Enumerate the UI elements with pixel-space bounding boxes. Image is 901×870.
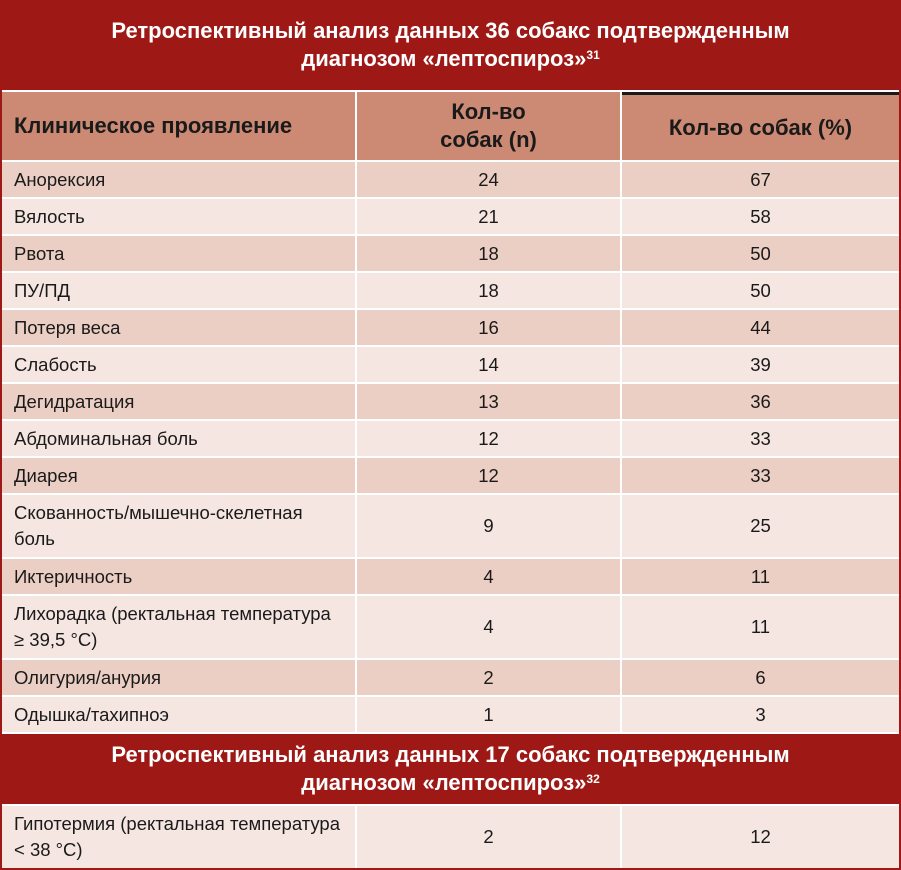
table-row: Гипотермия (ректальная температура < 38 … [2, 804, 899, 868]
percent-cell: 39 [750, 353, 771, 375]
clinical-sign-cell: Слабость [2, 347, 357, 382]
clinical-sign-cell: Иктеричность [2, 559, 357, 594]
count-cell: 24 [357, 162, 622, 197]
count-cell: 12 [357, 421, 622, 456]
percent-cell: 6 [755, 666, 766, 688]
table-row: Вялость 21 58 [2, 197, 899, 234]
table-row: Дегидратация 13 36 [2, 382, 899, 419]
percent-cell: 11 [750, 565, 771, 587]
section-1-reference: 31 [586, 48, 600, 62]
table-row: Иктеричность 4 11 [2, 557, 899, 594]
section-1-title: Ретроспективный анализ данных 36 собакс … [2, 0, 899, 90]
percent-cell: 25 [750, 515, 771, 536]
count-cell: 13 [357, 384, 622, 419]
table-row: Абдоминальная боль 12 33 [2, 419, 899, 456]
table-row: ПУ/ПД 18 50 [2, 271, 899, 308]
percent-cell: 58 [750, 205, 771, 227]
clinical-sign-cell: Диарея [2, 458, 357, 493]
clinical-sign-cell: Лихорадка (ректальная температура ≥ 39,5… [2, 596, 357, 658]
table-row: Рвота 18 50 [2, 234, 899, 271]
percent-cell: 50 [750, 242, 771, 264]
percent-cell: 44 [750, 316, 771, 338]
section-2-title: Ретроспективный анализ данных 17 собакс … [2, 732, 899, 804]
percent-cell: 36 [750, 390, 771, 412]
percent-cell: 3 [755, 703, 766, 725]
percent-cell: 67 [750, 168, 771, 190]
count-cell: 4 [357, 559, 622, 594]
percent-cell: 33 [750, 427, 771, 449]
count-cell: 1 [357, 697, 622, 732]
clinical-sign-cell: Абдоминальная боль [2, 421, 357, 456]
clinical-sign-cell: Вялость [2, 199, 357, 234]
count-cell: 12 [357, 458, 622, 493]
count-cell: 9 [357, 495, 622, 557]
clinical-sign-cell: Одышка/тахипноэ [2, 697, 357, 732]
table-row: Скованность/мышечно-скелетная боль 9 25 [2, 493, 899, 557]
section-2-reference: 32 [586, 772, 600, 786]
table-row: Лихорадка (ректальная температура ≥ 39,5… [2, 594, 899, 658]
count-cell: 21 [357, 199, 622, 234]
clinical-sign-cell: ПУ/ПД [2, 273, 357, 308]
count-cell: 4 [357, 596, 622, 658]
clinical-sign-cell: Дегидратация [2, 384, 357, 419]
header-percent: Кол-во собак (%) [622, 92, 899, 160]
clinical-sign-cell: Рвота [2, 236, 357, 271]
count-cell: 16 [357, 310, 622, 345]
clinical-sign-cell: Скованность/мышечно-скелетная боль [2, 495, 357, 557]
table-row: Слабость 14 39 [2, 345, 899, 382]
header-clinical-sign: Клиническое проявление [2, 92, 357, 160]
clinical-sign-cell: Олигурия/анурия [2, 660, 357, 695]
table-row: Диарея 12 33 [2, 456, 899, 493]
header-count: Кол-во собак (n) [357, 92, 622, 160]
percent-cell: 50 [750, 279, 771, 301]
clinical-sign-cell: Потеря веса [2, 310, 357, 345]
table-row: Потеря веса 16 44 [2, 308, 899, 345]
percent-cell: 11 [750, 616, 771, 637]
count-cell: 18 [357, 236, 622, 271]
section-2-title-text: Ретроспективный анализ данных 17 собакс … [111, 742, 790, 795]
table-row: Олигурия/анурия 2 6 [2, 658, 899, 695]
table-row: Анорексия 24 67 [2, 160, 899, 197]
count-cell: 2 [357, 660, 622, 695]
section-1-title-text: Ретроспективный анализ данных 36 собакс … [111, 18, 790, 71]
percent-cell: 33 [750, 464, 771, 486]
count-cell: 14 [357, 347, 622, 382]
clinical-sign-cell: Гипотермия (ректальная температура < 38 … [2, 806, 357, 868]
count-cell: 18 [357, 273, 622, 308]
table-row: Одышка/тахипноэ 1 3 [2, 695, 899, 732]
table-header: Клиническое проявление Кол-во собак (n) … [2, 90, 899, 160]
clinical-sign-cell: Анорексия [2, 162, 357, 197]
count-cell: 2 [357, 806, 622, 868]
percent-cell: 12 [750, 826, 771, 847]
